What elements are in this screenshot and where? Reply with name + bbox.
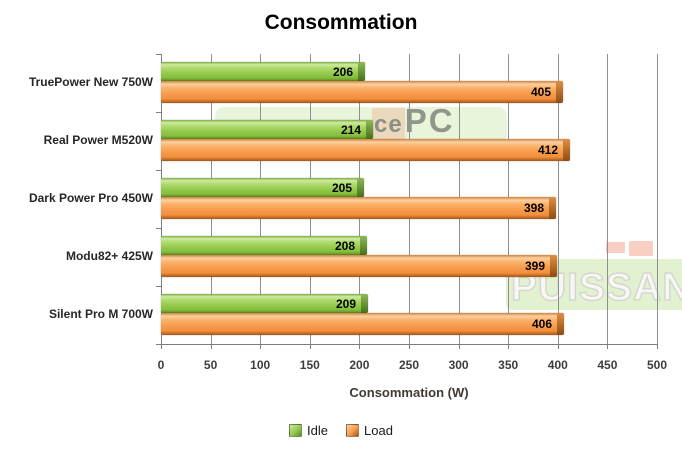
x-axis-tick [409,344,410,349]
idle-bar: 209 [161,294,368,313]
x-axis-tick [508,344,510,349]
x-axis-tick [657,344,658,349]
x-axis-tick [161,344,162,349]
watermark-logo: cePC [372,102,455,141]
y-axis-tick [156,170,161,171]
y-axis-tick [156,112,161,113]
x-tick-label: 0 [157,358,165,372]
load-legend-swatch [346,423,360,437]
y-axis-tick [156,344,161,345]
idle-legend-swatch [289,423,303,437]
watermark-logo-text-small: ce [372,108,405,141]
x-axis-tick [557,344,559,349]
bar-value-label: 406 [531,317,552,331]
bar-value-label: 405 [530,85,551,99]
gridline [607,54,609,344]
legend-item-load: Load [346,423,393,438]
x-tick-label: 50 [203,358,218,372]
idle-bar: 208 [161,236,367,255]
watermark-red-block [629,241,653,256]
load-bar: 412 [161,139,570,161]
bar-value-label: 214 [340,122,361,137]
x-axis-tick [458,344,460,349]
watermark-logo-text-big: PC [404,102,455,139]
x-axis-tick [260,344,262,349]
load-bar: 398 [161,197,556,219]
idle-bar: 214 [161,120,373,139]
category-label: Dark Power Pro 450W [28,191,153,205]
category-label: TruePower New 750W [28,75,153,89]
bar-value-label: 412 [537,143,558,157]
legend: Idle Load [0,421,682,439]
bar-value-label: 399 [524,259,545,273]
legend-item-idle: Idle [289,423,328,438]
category-label: Real Power M520W [43,133,153,147]
chart-title: Consommation [264,11,418,34]
idle-legend-label: Idle [307,422,329,438]
bar-value-label: 208 [334,238,355,253]
x-tick-label: 300 [448,358,469,372]
bar-value-label: 206 [332,64,353,79]
bar-value-label: 205 [331,180,352,195]
category-label: Silent Pro M 700W [48,307,153,321]
load-bar: 405 [161,81,563,103]
x-tick-label: 150 [299,358,320,372]
x-tick-label: 350 [498,358,519,372]
idle-bar: 205 [161,178,364,197]
y-axis-tick [156,286,161,287]
gridline [657,54,658,344]
x-axis-tick [309,344,311,349]
y-axis-tick [156,54,161,55]
x-axis-tick [607,344,609,349]
x-axis-tick [210,344,212,349]
category-label: Modu82+ 425W [65,249,153,263]
x-tick-label: 500 [646,358,668,372]
gridline [557,54,559,344]
x-tick-label: 100 [250,358,271,372]
x-tick-label: 250 [398,358,420,372]
watermark-red-block [606,242,625,253]
idle-bar: 206 [161,62,365,81]
load-bar: 399 [161,255,557,277]
x-tick-label: 450 [597,358,618,372]
x-axis-tick [359,344,361,349]
x-tick-label: 200 [349,358,370,372]
y-axis-tick [156,228,161,229]
bar-value-label: 209 [335,296,356,311]
load-bar: 406 [161,313,564,335]
x-axis-title: Consommation (W) [349,385,469,400]
bar-value-label: 398 [523,201,544,215]
x-tick-label: 400 [547,358,568,372]
load-legend-label: Load [364,422,393,438]
